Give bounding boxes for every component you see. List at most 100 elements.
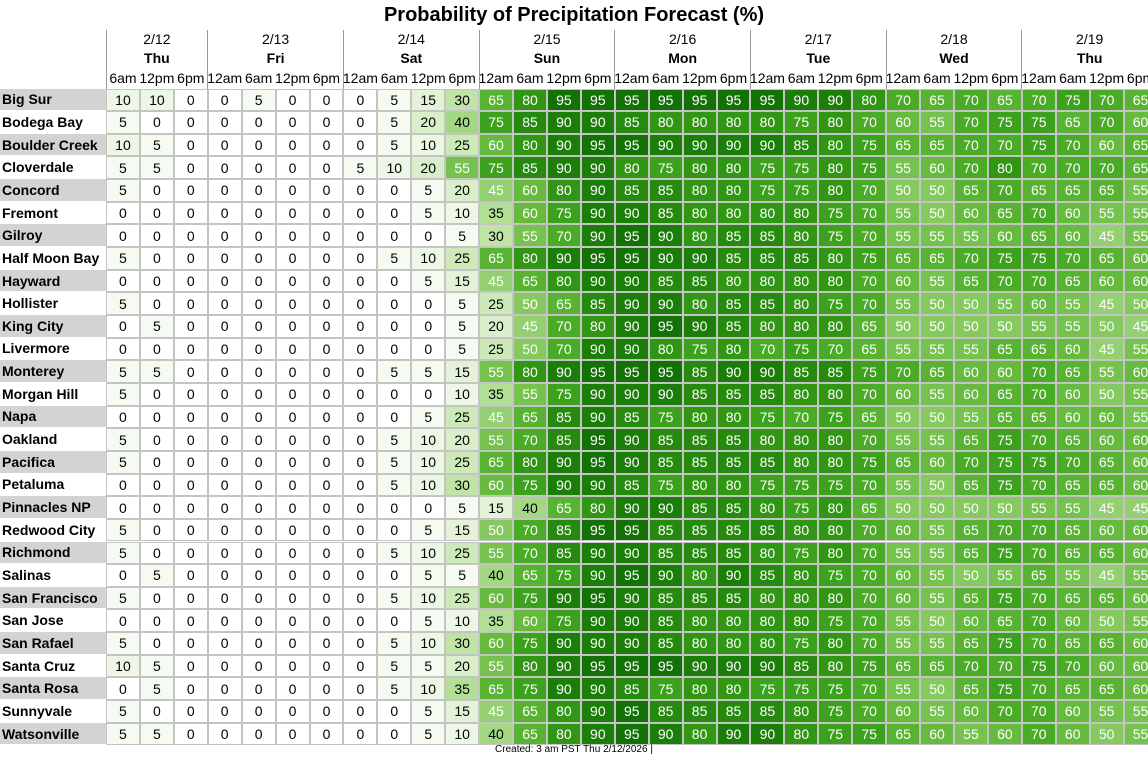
pop-cell: 0 [207,315,242,338]
pop-cell: 75 [987,677,1022,701]
pop-cell: 75 [750,179,785,202]
pop-cell: 80 [716,677,751,701]
pop-cell: 70 [546,224,581,248]
pop-cell: 5 [139,654,174,678]
pop-cell: 70 [987,518,1022,542]
pop-cell: 0 [309,247,344,270]
pop-cell: 85 [750,450,785,474]
pop-cell: 65 [852,337,887,361]
time-header: 12am [614,70,649,86]
time-header: 6pm [448,70,476,86]
pop-cell: 85 [614,179,649,202]
pop-cell: 85 [716,428,751,451]
pop-cell: 75 [852,654,887,678]
pop-cell: 60 [954,360,988,383]
pop-cell: 0 [207,473,242,497]
pop-cell: 55 [1123,179,1148,202]
pop-cell: 0 [343,179,378,202]
location-label: Santa Cruz [0,654,106,677]
pop-cell: 85 [614,405,649,429]
pop-cell: 40 [445,111,480,134]
pop-cell: 65 [920,133,954,157]
pop-cell: 85 [716,224,751,248]
time-header: 6am [923,70,951,86]
pop-cell: 60 [954,700,988,723]
pop-cell: 55 [886,609,921,633]
pop-cell: 75 [852,247,887,270]
location-label: Concord [0,179,106,201]
pop-cell: 90 [546,632,581,655]
pop-cell: 0 [173,428,208,451]
pop-cell: 90 [580,224,615,248]
pop-cell: 0 [207,609,242,633]
pop-cell: 0 [309,722,344,746]
pop-cell: 90 [614,337,649,361]
pop-cell: 0 [207,405,242,429]
pop-cell: 65 [1089,541,1124,565]
pop-cell: 80 [513,247,547,270]
pop-cell: 0 [309,496,344,519]
chart-title: Probability of Precipitation Forecast (%… [383,4,765,26]
pop-cell: 0 [207,337,242,361]
pop-cell: 70 [987,269,1022,293]
pop-cell: 50 [987,315,1022,338]
pop-cell: 75 [546,609,581,633]
pop-cell: 60 [1055,700,1090,723]
time-header: 12am [343,70,378,86]
pop-cell: 85 [750,564,785,587]
time-header: 12pm [139,70,174,86]
pop-cell: 80 [818,156,853,180]
pop-cell: 65 [954,677,988,701]
pop-cell: 0 [309,518,344,542]
pop-cell: 60 [954,201,988,225]
pop-cell: 85 [682,586,717,610]
pop-cell: 60 [513,609,547,633]
pop-cell: 65 [1123,133,1148,157]
pop-cell: 45 [1089,564,1124,587]
pop-cell: 75 [648,156,683,180]
pop-cell: 25 [479,337,514,361]
pop-cell: 90 [716,654,751,678]
pop-cell: 85 [716,586,751,610]
pop-cell: 0 [207,179,242,202]
pop-cell: 55 [920,541,954,565]
pop-cell: 0 [207,654,242,678]
pop-cell: 0 [343,541,378,565]
pop-cell: 85 [784,360,819,383]
pop-cell: 85 [513,111,547,134]
time-header: 12am [1021,70,1056,86]
pop-cell: 45 [479,700,514,723]
pop-cell: 0 [377,315,412,338]
pop-cell: 70 [852,111,887,134]
pop-cell: 0 [343,450,378,474]
location-label: Hollister [0,292,106,314]
time-header: 6pm [719,70,748,86]
pop-cell: 50 [1089,722,1124,746]
pop-cell: 10 [445,609,480,633]
pop-cell: 55 [886,292,921,315]
pop-cell: 70 [852,269,887,293]
pop-cell: 0 [106,269,140,293]
pop-cell: 0 [106,496,140,519]
pop-cell: 55 [479,541,514,565]
pop-cell: 0 [207,428,242,451]
pop-cell: 5 [139,156,174,180]
pop-cell: 75 [750,473,785,497]
location-label: Livermore [0,337,106,360]
pop-cell: 80 [682,201,717,225]
time-header: 6am [245,70,273,86]
pop-cell: 0 [139,201,174,225]
pop-cell: 60 [1055,224,1090,248]
pop-cell: 80 [580,496,615,519]
pop-cell: 0 [173,496,208,519]
pop-cell: 0 [275,541,310,565]
pop-cell: 65 [513,700,547,723]
location-label: Watsonville [0,722,106,745]
pop-cell: 80 [750,541,785,565]
pop-cell: 85 [648,700,683,723]
pop-cell: 0 [343,722,378,746]
pop-cell: 80 [750,315,785,338]
pop-cell: 90 [614,450,649,474]
pop-cell: 85 [716,700,751,723]
pop-cell: 55 [1021,315,1056,338]
